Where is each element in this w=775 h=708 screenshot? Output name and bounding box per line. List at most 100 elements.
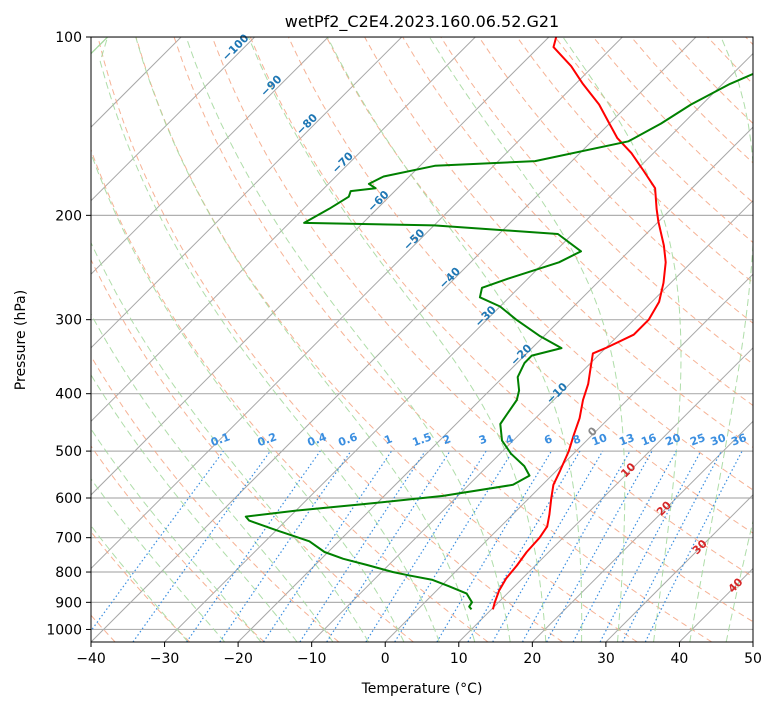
mixing-ratio-label: 1.5 bbox=[411, 430, 434, 449]
dry-adiabat-label: −70 bbox=[329, 149, 356, 176]
plot-frame bbox=[90, 36, 754, 643]
dry-adiabat-line bbox=[478, 37, 753, 324]
mixing-ratio-label: 10 bbox=[590, 431, 609, 449]
x-tick-label: 30 bbox=[597, 651, 615, 667]
moist-adiabat-line bbox=[99, 37, 440, 642]
x-tick-label: −30 bbox=[150, 651, 180, 667]
dry-adiabat-label: 20 bbox=[654, 498, 674, 518]
mixing-ratio-label: 13 bbox=[617, 431, 636, 448]
dry-adiabat-line bbox=[97, 37, 563, 642]
dry-adiabat-line bbox=[91, 445, 265, 642]
dry-adiabat-line bbox=[669, 37, 753, 125]
dry-adiabat-line bbox=[592, 37, 753, 204]
dry-adiabat-line bbox=[135, 37, 638, 642]
dry-adiabat-line bbox=[440, 37, 753, 365]
moist-adiabat-line bbox=[91, 37, 334, 642]
mixing-ratio-label: 8 bbox=[571, 432, 583, 447]
dry-adiabat-label: −60 bbox=[365, 188, 392, 215]
moist-adiabat-line bbox=[247, 37, 547, 642]
dry-adiabat-label: −80 bbox=[294, 111, 321, 138]
isotherm-line bbox=[605, 494, 753, 642]
mixing-ratio-line bbox=[262, 450, 392, 642]
mixing-ratio-label: 6 bbox=[542, 432, 554, 447]
mixing-ratio-line bbox=[132, 450, 271, 642]
dry-adiabat-label: −30 bbox=[472, 303, 499, 330]
mixing-ratio-label: 4 bbox=[504, 432, 516, 447]
dry-adiabat-line bbox=[249, 37, 753, 578]
y-tick-label: 700 bbox=[55, 531, 82, 547]
moist-adiabat-line bbox=[135, 37, 476, 642]
isotherm-line bbox=[384, 273, 753, 642]
mixing-ratio-label: 0.1 bbox=[209, 430, 232, 449]
chart-title: wetPf2_C2E4.2023.160.06.52.G21 bbox=[285, 12, 559, 32]
x-tick-label: −40 bbox=[76, 651, 106, 667]
mixing-ratio-line bbox=[572, 450, 677, 642]
mixing-ratio-label: 36 bbox=[729, 431, 748, 449]
y-tick-label: 300 bbox=[55, 313, 82, 329]
y-tick-label: 400 bbox=[55, 387, 82, 403]
dry-adiabat-line bbox=[91, 355, 340, 642]
isotherm-line bbox=[752, 641, 753, 642]
plot-clip-group bbox=[91, 37, 753, 642]
x-tick-label: 50 bbox=[744, 651, 762, 667]
moist-adiabat-line bbox=[91, 37, 189, 642]
moist-adiabat-line bbox=[91, 37, 225, 642]
dry-adiabat-label: −100 bbox=[220, 31, 252, 63]
mixing-ratio-label: 0.6 bbox=[336, 430, 359, 449]
moist-adiabat-line bbox=[91, 37, 298, 642]
moist-adiabat-line bbox=[91, 37, 262, 642]
mixing-ratio-label: 16 bbox=[639, 431, 658, 449]
mixing-ratio-label: 20 bbox=[664, 431, 683, 449]
isotherm-line bbox=[91, 37, 623, 570]
y-tick-label: 200 bbox=[55, 208, 82, 224]
y-tick-label: 800 bbox=[55, 565, 82, 581]
y-tick-label: 100 bbox=[55, 30, 82, 46]
isotherm-line bbox=[458, 347, 753, 642]
moist-adiabat-line bbox=[428, 37, 626, 642]
moist-adiabat-line bbox=[91, 37, 405, 642]
dry-adiabat-line bbox=[287, 37, 753, 534]
moist-adiabat-line bbox=[689, 37, 753, 642]
isotherm-line bbox=[91, 37, 329, 275]
x-axis-label: Temperature (°C) bbox=[361, 681, 483, 697]
moist-adiabat-line bbox=[326, 37, 583, 642]
x-tick-label: 10 bbox=[450, 651, 468, 667]
mixing-ratio-line bbox=[599, 450, 702, 642]
mixing-ratio-label: 1 bbox=[383, 432, 395, 447]
isotherm-line bbox=[91, 37, 697, 642]
y-tick-label: 900 bbox=[55, 595, 82, 611]
mixing-ratio-line bbox=[644, 450, 743, 642]
dry-adiabat-label: −50 bbox=[401, 226, 428, 253]
mixing-ratio-line bbox=[546, 450, 653, 642]
y-axis-label: Pressure (hPa) bbox=[13, 290, 29, 390]
x-tick-label: 0 bbox=[381, 651, 390, 667]
dry-adiabat-line bbox=[707, 37, 753, 85]
isotherm-line bbox=[91, 37, 403, 349]
moist-adiabat-line bbox=[562, 37, 682, 642]
dry-adiabat-line bbox=[91, 258, 414, 642]
mixing-ratio-label: 0.4 bbox=[306, 430, 329, 449]
dry-adiabat-label: −90 bbox=[258, 72, 285, 99]
isotherm-line bbox=[531, 420, 753, 642]
mixing-ratio-line bbox=[219, 450, 352, 642]
dry-adiabat-line bbox=[91, 148, 489, 642]
dry-adiabat-label: −20 bbox=[508, 341, 535, 368]
dry-adiabat-line bbox=[745, 37, 753, 46]
y-tick-label: 500 bbox=[55, 444, 82, 460]
dry-adiabat-line bbox=[326, 37, 753, 491]
mixing-ratio-line bbox=[299, 450, 426, 642]
mixing-ratio-line bbox=[186, 450, 321, 642]
dry-adiabat-line bbox=[211, 37, 753, 623]
dry-adiabat-label: 30 bbox=[690, 537, 710, 557]
mixing-ratio-label: 2 bbox=[441, 432, 453, 447]
isotherm-line bbox=[91, 37, 476, 423]
mixing-ratio-line bbox=[326, 450, 451, 642]
isotherm-line bbox=[311, 199, 753, 642]
y-tick-label: 1000 bbox=[46, 622, 82, 638]
x-tick-label: 40 bbox=[671, 651, 689, 667]
mixing-ratio-label: 3 bbox=[477, 432, 489, 447]
dry-adiabat-label: 10 bbox=[618, 460, 638, 480]
moist-adiabat-line bbox=[91, 37, 369, 642]
plot-area: 0.1 0.2 0.4 0.6 1 1.5 2 3 4 6 8 10 13 16 20 25 30 36−100−… bbox=[46, 30, 762, 667]
